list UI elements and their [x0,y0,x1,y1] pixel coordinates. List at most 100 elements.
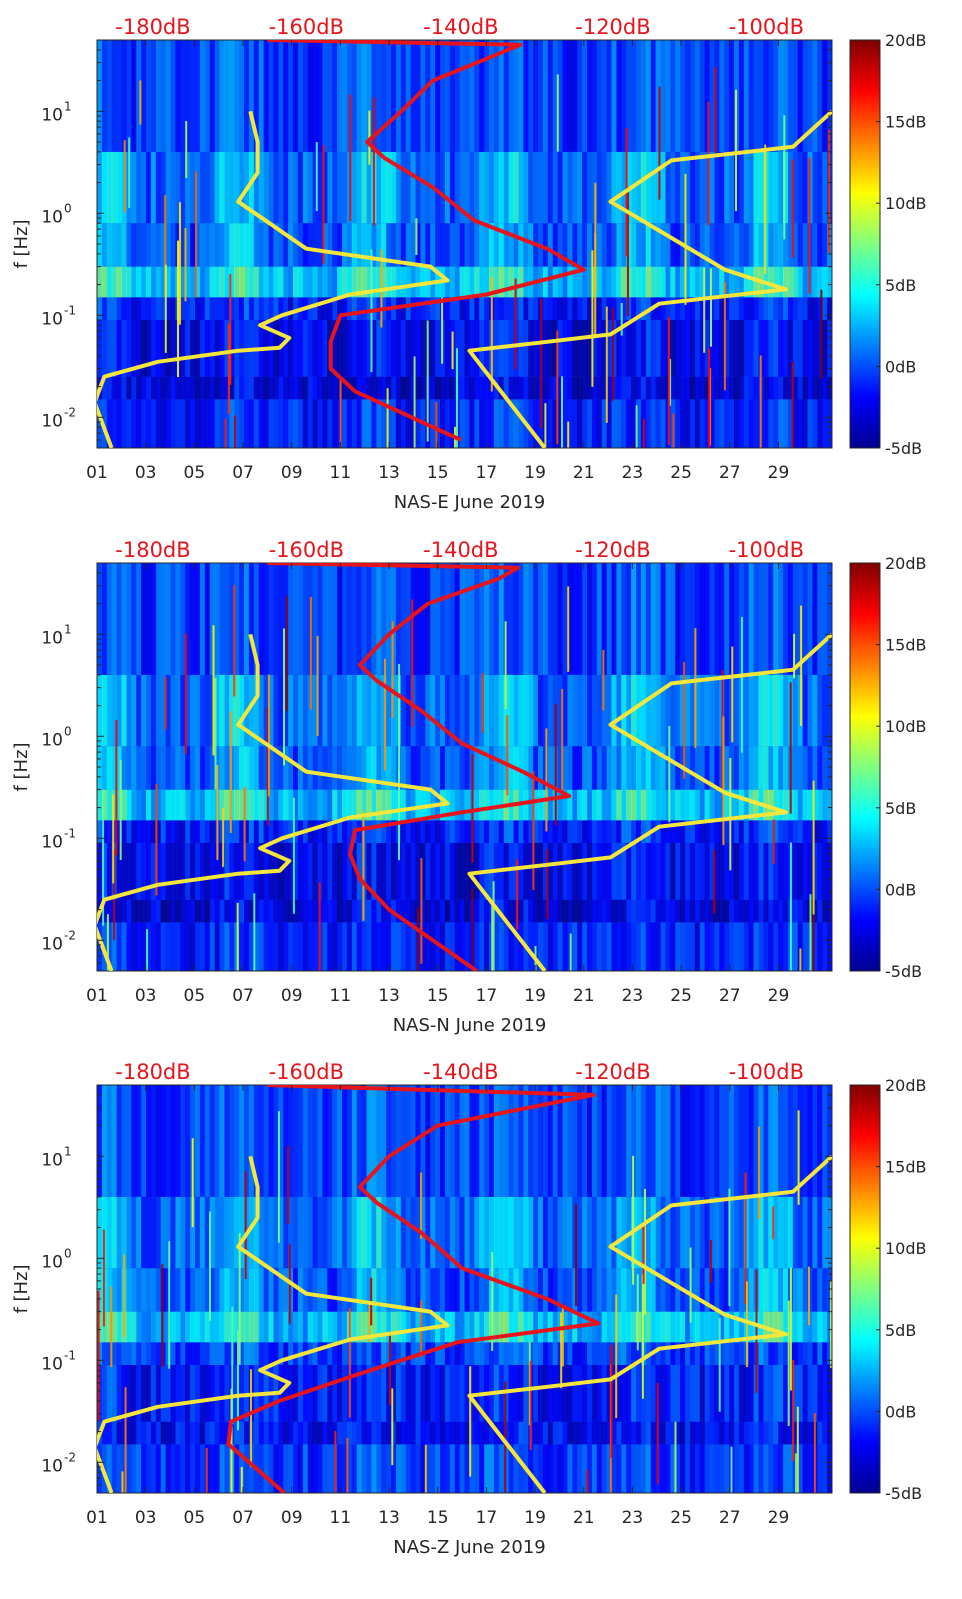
y-tick-label-exponent: 1 [64,622,72,636]
x-tick-label: 21 [573,1508,595,1528]
x-axis-label: NAS-N June 2019 [393,1015,547,1036]
y-axis-label: f [Hz] [11,219,32,268]
x-tick-label: 23 [622,1508,644,1528]
x-tick-label: 29 [768,1508,790,1528]
x-tick-label: 19 [524,986,546,1006]
x-tick-label: 13 [378,986,400,1006]
y-tick-label-exponent: -2 [64,405,76,419]
x-tick-label: 13 [378,1508,400,1528]
yellow-series-line-2 [467,109,832,448]
top-db-axis-label: -120dB [575,15,650,39]
y-tick-label: 10 [41,1252,63,1272]
top-db-axis-label: -160dB [269,538,344,562]
x-tick-label: 11 [330,986,352,1006]
x-tick-label: 17 [476,986,498,1006]
colorbar-tick-label: 20dB [885,1076,927,1095]
top-db-axis-label: -140dB [423,15,498,39]
colorbar-tick-label: 20dB [885,554,927,573]
spectrogram-heatmap [97,40,832,448]
y-tick-label: 10 [41,411,63,431]
y-tick-label-exponent: 0 [64,724,72,738]
x-tick-label: 11 [330,1508,352,1528]
top-db-axis-label: -180dB [115,538,190,562]
x-tick-label: 15 [427,1508,449,1528]
y-tick-label-exponent: -1 [64,303,76,317]
colorbar-tick-label: 0dB [885,1402,916,1421]
x-tick-label: 21 [573,986,595,1006]
x-tick-label: 03 [135,463,157,483]
y-tick-label-exponent: 0 [64,201,72,215]
colorbar [849,562,881,972]
top-db-axis-label: -180dB [115,1060,190,1084]
x-tick-label: 05 [184,986,206,1006]
x-tick-label: 19 [524,463,546,483]
y-tick-label: 10 [41,105,63,125]
colorbar-tick-label: -5dB [885,1484,922,1503]
colorbar-tick-label: 15dB [885,1158,927,1177]
x-tick-label: 23 [622,986,644,1006]
y-tick-label: 10 [41,934,63,954]
spectrogram-heatmap [97,563,832,971]
top-db-axis-label: -120dB [575,1060,650,1084]
x-tick-label: 07 [232,463,254,483]
x-tick-label: 03 [135,1508,157,1528]
x-tick-label: 23 [622,463,644,483]
colorbar-tick-label: 20dB [885,31,927,50]
x-tick-label: 01 [86,986,108,1006]
red-series-line-3 [267,563,572,971]
top-db-axis-label: -140dB [423,538,498,562]
x-tick-label: 07 [232,986,254,1006]
colorbar [849,39,881,449]
spectrogram-heatmap [97,1085,832,1493]
x-tick-label: 09 [281,1508,303,1528]
x-tick-label: 09 [281,986,303,1006]
x-tick-label: 27 [719,1508,741,1528]
red-series-line-3 [226,1085,601,1493]
colorbar-tick-label: 10dB [885,194,927,213]
yellow-series-line-2 [467,632,832,971]
colorbar-tick-label: 10dB [885,1239,927,1258]
y-tick-label-exponent: 0 [64,1246,72,1260]
x-tick-label: 21 [573,463,595,483]
x-tick-label: 17 [476,1508,498,1528]
y-tick-label: 10 [41,832,63,852]
x-tick-label: 15 [427,986,449,1006]
y-tick-label: 10 [41,730,63,750]
colorbar-tick-label: -5dB [885,439,922,458]
colorbar-tick-label: 15dB [885,636,927,655]
x-tick-label: 19 [524,1508,546,1528]
yellow-series-line-1 [97,110,450,448]
top-db-axis-label: -140dB [423,1060,498,1084]
x-tick-label: 15 [427,463,449,483]
y-tick-label: 10 [41,1456,63,1476]
colorbar-tick-label: 10dB [885,717,927,736]
yellow-series-line-1 [97,633,450,971]
yellow-series-line-1 [97,1155,450,1493]
colorbar-tick-label: -5dB [885,962,922,981]
x-tick-label: 01 [86,1508,108,1528]
x-tick-label: 25 [670,1508,692,1528]
colorbar-tick-label: 5dB [885,799,916,818]
y-axis-label: f [Hz] [11,742,32,791]
colorbar-tick-label: 0dB [885,880,916,899]
top-db-axis-label: -120dB [575,538,650,562]
x-tick-label: 05 [184,1508,206,1528]
y-tick-label-exponent: 1 [64,99,72,113]
x-tick-label: 27 [719,986,741,1006]
colorbar-tick-label: 5dB [885,276,916,295]
colorbar-tick-label: 0dB [885,357,916,376]
x-tick-label: 25 [670,463,692,483]
colorbar-tick-label: 15dB [885,113,927,132]
top-db-axis-label: -180dB [115,15,190,39]
colorbar-tick-label: 5dB [885,1321,916,1340]
x-tick-label: 09 [281,463,303,483]
x-tick-label: 03 [135,986,157,1006]
y-tick-label-exponent: -2 [64,1450,76,1464]
top-db-axis-label: -100dB [729,1060,804,1084]
y-tick-label: 10 [41,207,63,227]
y-tick-label-exponent: -2 [64,928,76,942]
